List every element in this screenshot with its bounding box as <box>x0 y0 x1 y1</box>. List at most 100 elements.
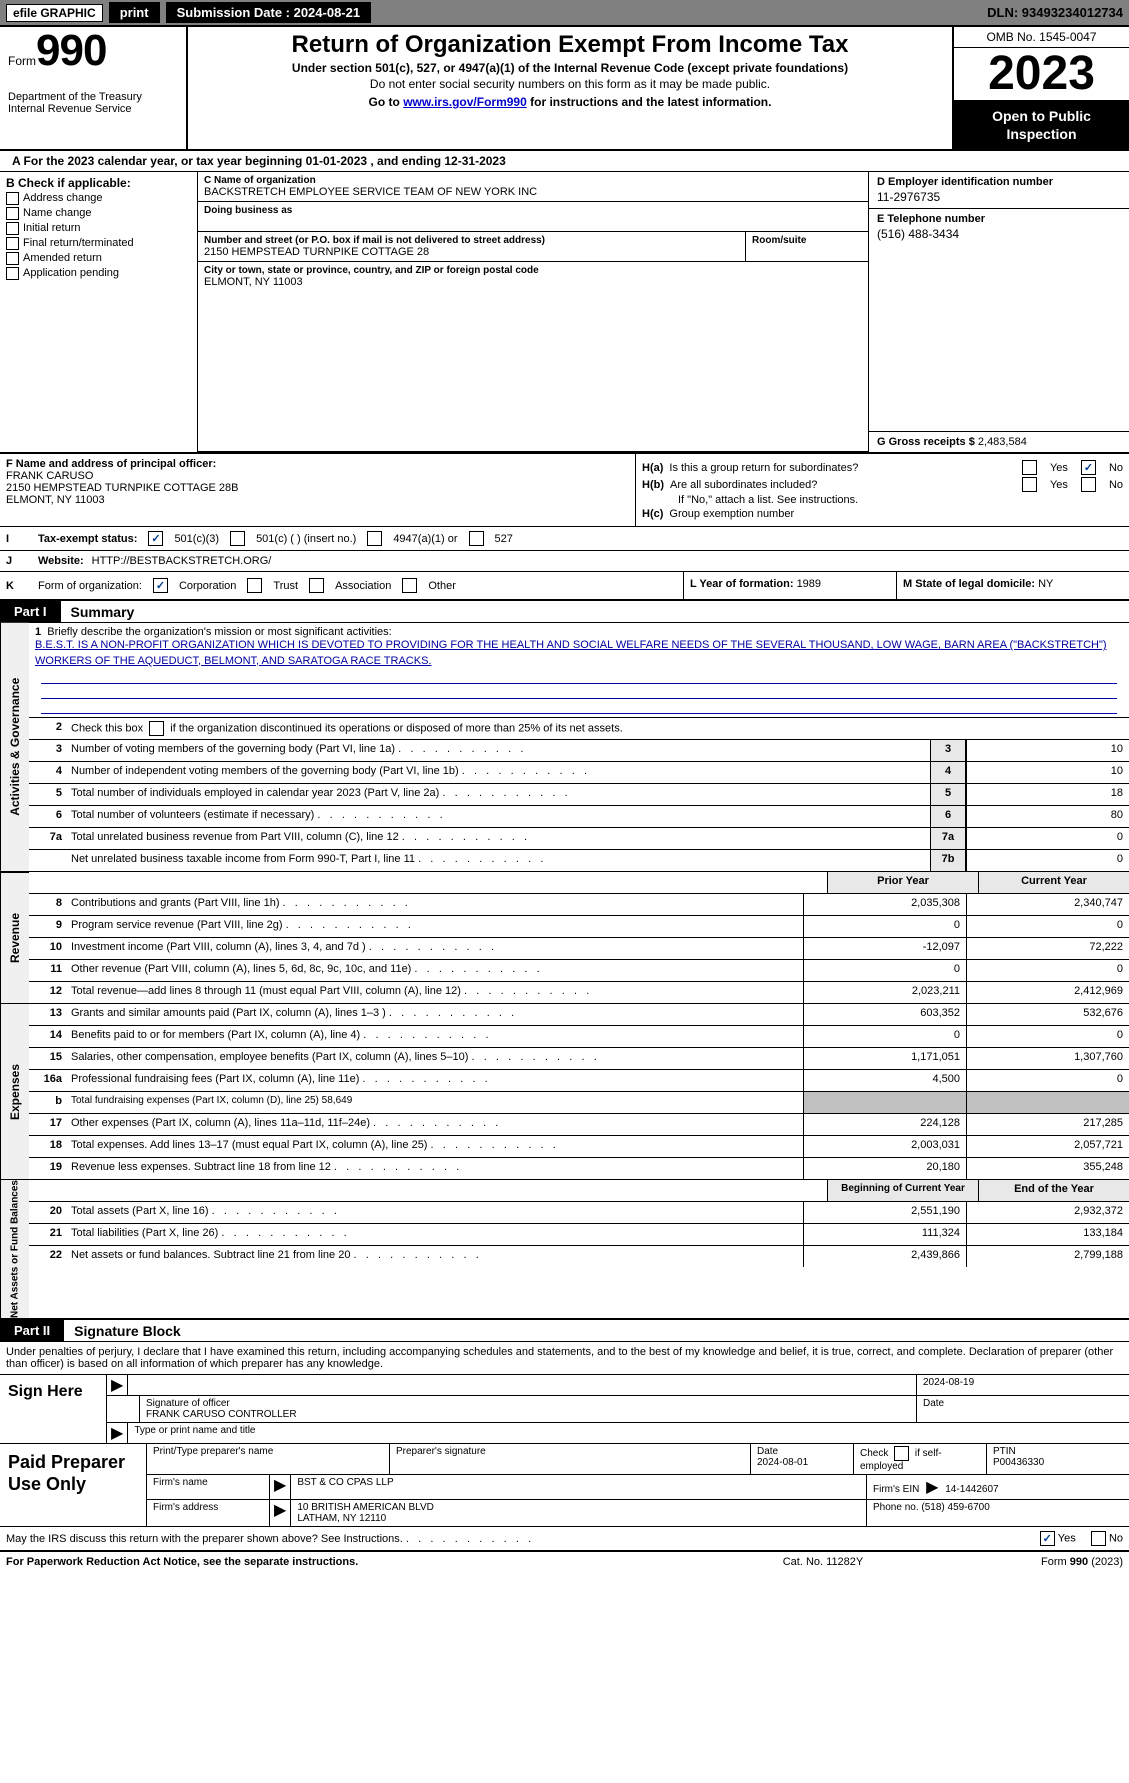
table-row: 5Total number of individuals employed in… <box>29 784 1129 806</box>
officer-addr: 2150 HEMPSTEAD TURNPIKE COTTAGE 28B <box>6 482 629 494</box>
officer-signature-name: FRANK CARUSO CONTROLLER <box>146 1409 910 1420</box>
table-row: 4Number of independent voting members of… <box>29 762 1129 784</box>
org-name: BACKSTRETCH EMPLOYEE SERVICE TEAM OF NEW… <box>204 186 862 198</box>
arrow-icon: ▶ <box>107 1423 128 1443</box>
table-row: 16aProfessional fundraising fees (Part I… <box>29 1070 1129 1092</box>
check-corp[interactable] <box>153 578 168 593</box>
irs-label: Internal Revenue Service <box>8 103 178 115</box>
discuss-row: May the IRS discuss this return with the… <box>0 1527 1129 1552</box>
section-governance: Activities & Governance 1 Briefly descri… <box>0 623 1129 872</box>
table-row: 3Number of voting members of the governi… <box>29 740 1129 762</box>
discuss-yes[interactable] <box>1040 1531 1055 1546</box>
street-value: 2150 HEMPSTEAD TURNPIKE COTTAGE 28 <box>204 246 739 258</box>
irs-link[interactable]: www.irs.gov/Form990 <box>403 95 527 109</box>
firm-name: BST & CO CPAS LLP <box>291 1475 867 1499</box>
table-row: Net unrelated business taxable income fr… <box>29 850 1129 871</box>
phone-label: E Telephone number <box>877 213 1121 225</box>
open-inspection: Open to Public Inspection <box>954 101 1129 149</box>
hb-yes[interactable] <box>1022 477 1037 492</box>
table-row: 19Revenue less expenses. Subtract line 1… <box>29 1158 1129 1179</box>
ein-label: D Employer identification number <box>877 176 1121 188</box>
check-amended[interactable] <box>6 252 19 265</box>
check-initial-return[interactable] <box>6 222 19 235</box>
gross-receipts-label: G Gross receipts $ <box>877 436 978 448</box>
entity-block: B Check if applicable: Address change Na… <box>0 172 1129 454</box>
street-label: Number and street (or P.O. box if mail i… <box>204 235 739 246</box>
room-label: Room/suite <box>752 235 862 246</box>
table-row: 20Total assets (Part X, line 16)2,551,19… <box>29 1202 1129 1224</box>
table-row: 22Net assets or fund balances. Subtract … <box>29 1246 1129 1267</box>
table-row: 21Total liabilities (Part X, line 26)111… <box>29 1224 1129 1246</box>
tab-governance: Activities & Governance <box>0 623 29 871</box>
firm-addr2: LATHAM, NY 12110 <box>297 1513 860 1524</box>
firm-ein: 14-1442607 <box>945 1484 998 1495</box>
subtitle-3: Go to www.irs.gov/Form990 for instructio… <box>196 95 944 109</box>
check-527[interactable] <box>469 531 484 546</box>
arrow-icon: ▶ <box>107 1375 128 1395</box>
form-word: Form <box>8 54 36 68</box>
mission-text: B.E.S.T. IS A NON-PROFIT ORGANIZATION WH… <box>35 638 1123 669</box>
ein-value: 11-2976735 <box>877 190 1121 204</box>
check-trust[interactable] <box>247 578 262 593</box>
top-toolbar: efile GRAPHIC print Submission Date : 20… <box>0 0 1129 27</box>
gross-receipts-value: 2,483,584 <box>978 436 1027 448</box>
check-final-return[interactable] <box>6 237 19 250</box>
hdr-begin-year: Beginning of Current Year <box>827 1180 978 1201</box>
efile-label: efile GRAPHIC <box>6 4 103 22</box>
check-address-change[interactable] <box>6 192 19 205</box>
page-footer: For Paperwork Reduction Act Notice, see … <box>0 1552 1129 1572</box>
tab-expenses: Expenses <box>0 1004 29 1179</box>
officer-city: ELMONT, NY 11003 <box>6 494 629 506</box>
check-other[interactable] <box>402 578 417 593</box>
column-b: B Check if applicable: Address change Na… <box>0 172 198 452</box>
b-title: B Check if applicable: <box>6 176 191 190</box>
form-number: 990 <box>36 26 106 75</box>
row-j: J Website: HTTP://BESTBACKSTRETCH.ORG/ <box>0 551 1129 572</box>
hdr-end-year: End of the Year <box>978 1180 1129 1201</box>
table-row: 17Other expenses (Part IX, column (A), l… <box>29 1114 1129 1136</box>
hdr-current-year: Current Year <box>978 872 1129 893</box>
arrow-icon: ▶ <box>270 1475 291 1499</box>
dln-label: DLN: 93493234012734 <box>987 5 1123 20</box>
phone-value: (516) 488-3434 <box>877 227 1121 241</box>
city-value: ELMONT, NY 11003 <box>204 276 862 288</box>
row-f-h: F Name and address of principal officer:… <box>0 454 1129 527</box>
part1-header: Part I Summary <box>0 601 1129 623</box>
firm-addr1: 10 BRITISH AMERICAN BLVD <box>297 1502 860 1513</box>
discuss-no[interactable] <box>1091 1531 1106 1546</box>
tax-year: 2023 <box>954 48 1129 101</box>
print-button[interactable]: print <box>109 2 160 23</box>
row-i: I Tax-exempt status: 501(c)(3) 501(c) ( … <box>0 527 1129 551</box>
check-4947[interactable] <box>367 531 382 546</box>
table-row: 18Total expenses. Add lines 13–17 (must … <box>29 1136 1129 1158</box>
check-self-employed[interactable] <box>894 1446 909 1461</box>
table-row: 6Total number of volunteers (estimate if… <box>29 806 1129 828</box>
hb-no[interactable] <box>1081 477 1096 492</box>
penalties-text: Under penalties of perjury, I declare th… <box>0 1342 1129 1375</box>
table-row: 12Total revenue—add lines 8 through 11 (… <box>29 982 1129 1003</box>
check-name-change[interactable] <box>6 207 19 220</box>
table-row: 14Benefits paid to or for members (Part … <box>29 1026 1129 1048</box>
paid-preparer-block: Paid Preparer Use Only Print/Type prepar… <box>0 1444 1129 1527</box>
return-title: Return of Organization Exempt From Incom… <box>196 31 944 59</box>
table-row: 10Investment income (Part VIII, column (… <box>29 938 1129 960</box>
sign-here-block: Sign Here ▶ 2024-08-19 Signature of offi… <box>0 1375 1129 1444</box>
row-klm: K Form of organization: Corporation Trus… <box>0 572 1129 601</box>
ha-yes[interactable] <box>1022 460 1037 475</box>
tab-net-assets: Net Assets or Fund Balances <box>0 1180 29 1318</box>
dba-label: Doing business as <box>204 205 862 216</box>
check-501c[interactable] <box>230 531 245 546</box>
check-app-pending[interactable] <box>6 267 19 280</box>
org-name-label: C Name of organization <box>204 175 862 186</box>
form-header: Form990 Department of the Treasury Inter… <box>0 27 1129 151</box>
table-row: 11Other revenue (Part VIII, column (A), … <box>29 960 1129 982</box>
table-row: bTotal fundraising expenses (Part IX, co… <box>29 1092 1129 1114</box>
prep-date: 2024-08-01 <box>757 1457 808 1468</box>
website-value: HTTP://BESTBACKSTRETCH.ORG/ <box>92 555 272 567</box>
check-assoc[interactable] <box>309 578 324 593</box>
table-row: 8Contributions and grants (Part VIII, li… <box>29 894 1129 916</box>
column-c: C Name of organization BACKSTRETCH EMPLO… <box>198 172 868 452</box>
check-discontinued[interactable] <box>149 721 164 736</box>
ha-no[interactable] <box>1081 460 1096 475</box>
check-501c3[interactable] <box>148 531 163 546</box>
